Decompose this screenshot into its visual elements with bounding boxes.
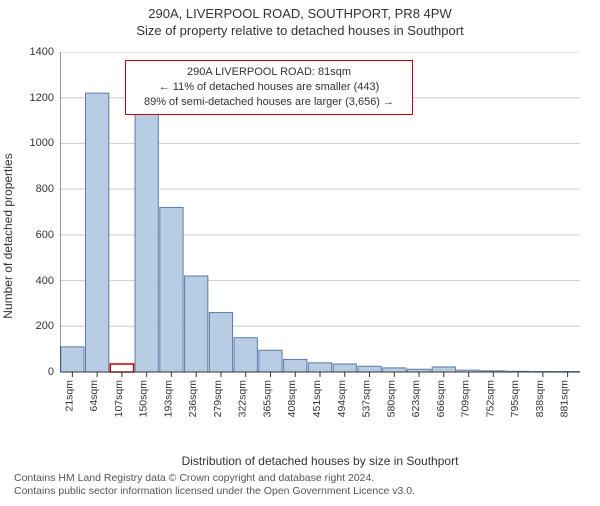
x-tick-label: 623sqm bbox=[410, 380, 422, 418]
x-tick-label: 838sqm bbox=[534, 380, 546, 418]
histogram-bar bbox=[234, 338, 257, 372]
x-tick-label: 451sqm bbox=[311, 380, 323, 418]
x-tick-label: 881sqm bbox=[559, 380, 571, 418]
y-tick-label: 800 bbox=[14, 183, 54, 195]
histogram-bar bbox=[185, 276, 208, 372]
y-axis-label: Number of detached properties bbox=[1, 153, 15, 318]
x-tick-label: 666sqm bbox=[435, 380, 447, 418]
page-title: 290A, LIVERPOOL ROAD, SOUTHPORT, PR8 4PW bbox=[0, 6, 600, 21]
histogram-bar bbox=[432, 367, 455, 372]
y-tick-label: 200 bbox=[14, 320, 54, 332]
histogram-bar bbox=[383, 368, 406, 372]
annotation-line-2: ← 11% of detached houses are smaller (44… bbox=[134, 80, 404, 95]
x-tick-label: 537sqm bbox=[361, 380, 373, 418]
histogram-bar bbox=[61, 347, 84, 372]
highlight-bar bbox=[110, 364, 133, 372]
copyright-block: Contains HM Land Registry data © Crown c… bbox=[14, 472, 600, 498]
x-tick-label: 365sqm bbox=[261, 380, 273, 418]
annotation-box: 290A LIVERPOOL ROAD: 81sqm ← 11% of deta… bbox=[125, 60, 413, 115]
histogram-bar bbox=[358, 366, 381, 372]
x-tick-label: 322sqm bbox=[237, 380, 249, 418]
x-tick-label: 150sqm bbox=[138, 380, 150, 418]
x-tick-label: 279sqm bbox=[212, 380, 224, 418]
y-tick-label: 1200 bbox=[14, 92, 54, 104]
histogram-bar bbox=[259, 350, 282, 372]
x-tick-label: 580sqm bbox=[385, 380, 397, 418]
y-tick-label: 0 bbox=[14, 366, 54, 378]
x-tick-label: 752sqm bbox=[484, 380, 496, 418]
x-tick-label: 709sqm bbox=[460, 380, 472, 418]
histogram-bar bbox=[209, 313, 232, 372]
histogram-bar bbox=[308, 363, 331, 372]
histogram-bar bbox=[135, 109, 158, 372]
x-tick-label: 64sqm bbox=[88, 380, 100, 412]
x-tick-label: 494sqm bbox=[336, 380, 348, 418]
histogram-bar bbox=[284, 359, 307, 372]
histogram-bar bbox=[160, 207, 183, 372]
x-tick-label: 236sqm bbox=[187, 380, 199, 418]
copyright-line-1: Contains HM Land Registry data © Crown c… bbox=[14, 472, 600, 485]
histogram-bar bbox=[86, 93, 109, 372]
chart-area: 21sqm 64sqm 107sqm 150sqm 193sqm 236sqm 279sqm… bbox=[60, 52, 580, 422]
x-axis-label: Distribution of detached houses by size … bbox=[60, 454, 580, 468]
y-tick-label: 1400 bbox=[14, 46, 54, 58]
x-tick-label: 21sqm bbox=[63, 380, 75, 412]
page-root: 290A, LIVERPOOL ROAD, SOUTHPORT, PR8 4PW… bbox=[0, 6, 600, 506]
y-tick-label: 1000 bbox=[14, 137, 54, 149]
annotation-line-1: 290A LIVERPOOL ROAD: 81sqm bbox=[134, 65, 404, 80]
page-subtitle: Size of property relative to detached ho… bbox=[0, 23, 600, 38]
annotation-line-3: 89% of semi-detached houses are larger (… bbox=[134, 95, 404, 110]
x-tick-label: 193sqm bbox=[162, 380, 174, 418]
histogram-bar bbox=[333, 364, 356, 372]
x-tick-label: 795sqm bbox=[509, 380, 521, 418]
copyright-line-2: Contains public sector information licen… bbox=[14, 485, 600, 498]
y-tick-label: 600 bbox=[14, 229, 54, 241]
x-tick-label: 408sqm bbox=[286, 380, 298, 418]
y-tick-label: 400 bbox=[14, 275, 54, 287]
x-tick-label: 107sqm bbox=[113, 380, 125, 418]
